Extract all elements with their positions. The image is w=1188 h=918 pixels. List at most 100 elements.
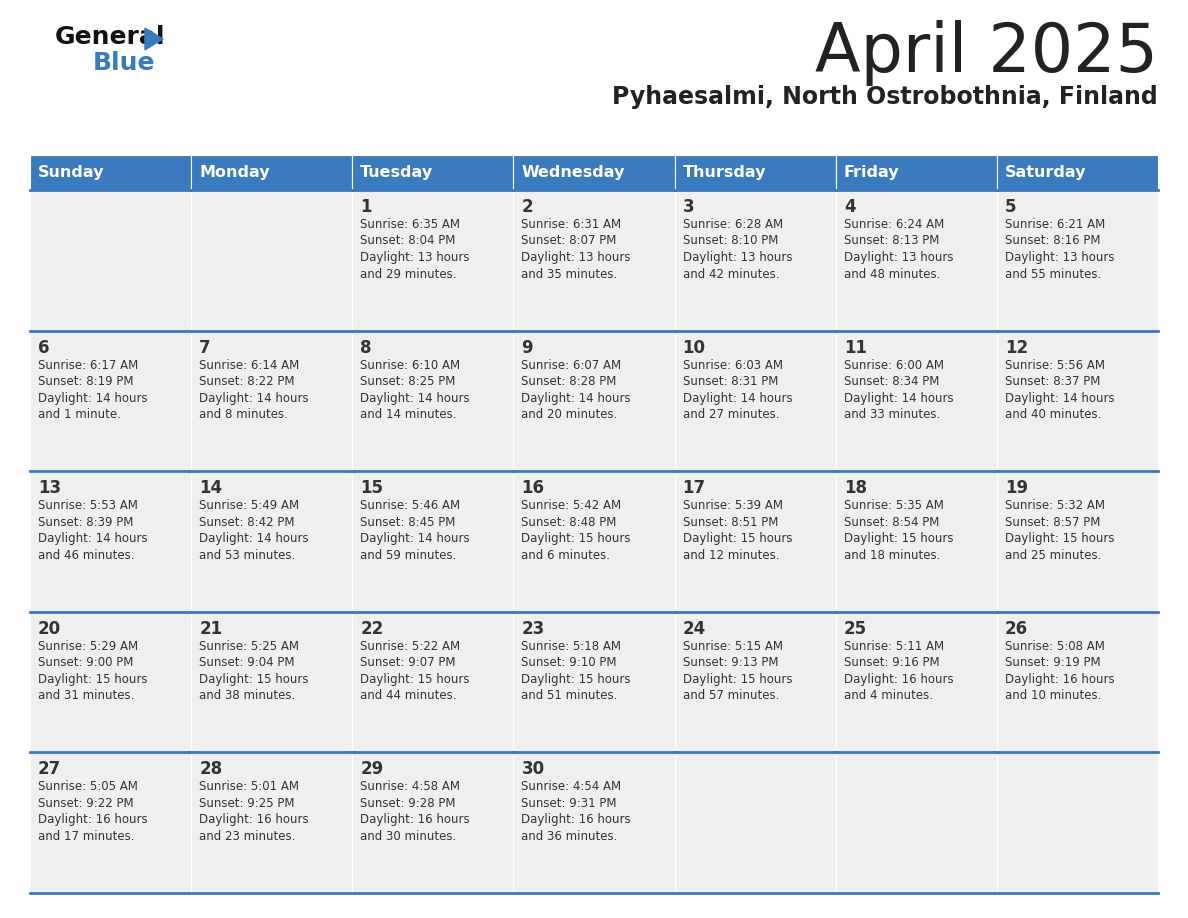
Text: Sunrise: 5:56 AM: Sunrise: 5:56 AM bbox=[1005, 359, 1105, 372]
Text: Sunset: 9:13 PM: Sunset: 9:13 PM bbox=[683, 656, 778, 669]
Text: Daylight: 13 hours: Daylight: 13 hours bbox=[1005, 251, 1114, 264]
Text: 1: 1 bbox=[360, 198, 372, 216]
Text: Sunset: 8:54 PM: Sunset: 8:54 PM bbox=[843, 516, 940, 529]
Text: 16: 16 bbox=[522, 479, 544, 498]
Text: Sunrise: 5:22 AM: Sunrise: 5:22 AM bbox=[360, 640, 461, 653]
Bar bbox=[675, 155, 835, 190]
Text: Sunrise: 5:49 AM: Sunrise: 5:49 AM bbox=[200, 499, 299, 512]
Text: Sunset: 9:07 PM: Sunset: 9:07 PM bbox=[360, 656, 456, 669]
Text: Sunrise: 5:32 AM: Sunrise: 5:32 AM bbox=[1005, 499, 1105, 512]
Text: 27: 27 bbox=[38, 760, 62, 778]
Bar bbox=[513, 611, 675, 753]
Bar bbox=[513, 471, 675, 611]
Text: and 36 minutes.: and 36 minutes. bbox=[522, 830, 618, 843]
Text: Sunrise: 5:18 AM: Sunrise: 5:18 AM bbox=[522, 640, 621, 653]
Text: 9: 9 bbox=[522, 339, 533, 356]
Bar bbox=[835, 330, 997, 471]
Bar bbox=[675, 471, 835, 611]
Text: Sunset: 9:04 PM: Sunset: 9:04 PM bbox=[200, 656, 295, 669]
Text: Daylight: 16 hours: Daylight: 16 hours bbox=[360, 813, 470, 826]
Text: and 30 minutes.: and 30 minutes. bbox=[360, 830, 456, 843]
Bar bbox=[30, 330, 191, 471]
Text: 20: 20 bbox=[38, 620, 62, 638]
Bar bbox=[997, 753, 1158, 893]
Text: Sunset: 8:25 PM: Sunset: 8:25 PM bbox=[360, 375, 456, 388]
Text: Daylight: 14 hours: Daylight: 14 hours bbox=[38, 532, 147, 545]
Text: Sunrise: 5:29 AM: Sunrise: 5:29 AM bbox=[38, 640, 138, 653]
Text: Sunrise: 6:31 AM: Sunrise: 6:31 AM bbox=[522, 218, 621, 231]
Text: Sunrise: 4:58 AM: Sunrise: 4:58 AM bbox=[360, 780, 460, 793]
Text: 29: 29 bbox=[360, 760, 384, 778]
Text: Daylight: 13 hours: Daylight: 13 hours bbox=[843, 251, 953, 264]
Text: Daylight: 15 hours: Daylight: 15 hours bbox=[522, 532, 631, 545]
Text: Daylight: 15 hours: Daylight: 15 hours bbox=[683, 532, 792, 545]
Text: and 53 minutes.: and 53 minutes. bbox=[200, 549, 296, 562]
Text: and 38 minutes.: and 38 minutes. bbox=[200, 689, 296, 702]
Text: Sunset: 9:19 PM: Sunset: 9:19 PM bbox=[1005, 656, 1100, 669]
Bar bbox=[835, 611, 997, 753]
Text: Daylight: 15 hours: Daylight: 15 hours bbox=[360, 673, 469, 686]
Text: Sunrise: 5:05 AM: Sunrise: 5:05 AM bbox=[38, 780, 138, 793]
Bar bbox=[675, 330, 835, 471]
Text: 30: 30 bbox=[522, 760, 544, 778]
Text: Tuesday: Tuesday bbox=[360, 165, 434, 180]
Text: Sunrise: 6:21 AM: Sunrise: 6:21 AM bbox=[1005, 218, 1105, 231]
Text: Sunrise: 5:46 AM: Sunrise: 5:46 AM bbox=[360, 499, 461, 512]
Text: and 17 minutes.: and 17 minutes. bbox=[38, 830, 134, 843]
Text: 19: 19 bbox=[1005, 479, 1028, 498]
Text: and 55 minutes.: and 55 minutes. bbox=[1005, 267, 1101, 281]
Bar bbox=[513, 330, 675, 471]
Bar bbox=[675, 611, 835, 753]
Text: 22: 22 bbox=[360, 620, 384, 638]
Text: Daylight: 13 hours: Daylight: 13 hours bbox=[683, 251, 792, 264]
Bar bbox=[353, 190, 513, 330]
Bar bbox=[835, 155, 997, 190]
Text: 23: 23 bbox=[522, 620, 545, 638]
Text: Daylight: 13 hours: Daylight: 13 hours bbox=[522, 251, 631, 264]
Text: Daylight: 14 hours: Daylight: 14 hours bbox=[843, 392, 954, 405]
Text: Sunset: 8:28 PM: Sunset: 8:28 PM bbox=[522, 375, 617, 388]
Text: and 51 minutes.: and 51 minutes. bbox=[522, 689, 618, 702]
Text: Sunrise: 6:17 AM: Sunrise: 6:17 AM bbox=[38, 359, 138, 372]
Text: Sunrise: 5:08 AM: Sunrise: 5:08 AM bbox=[1005, 640, 1105, 653]
Text: Daylight: 14 hours: Daylight: 14 hours bbox=[38, 392, 147, 405]
Bar bbox=[353, 155, 513, 190]
Bar bbox=[997, 190, 1158, 330]
Text: Pyhaesalmi, North Ostrobothnia, Finland: Pyhaesalmi, North Ostrobothnia, Finland bbox=[612, 85, 1158, 109]
Text: Daylight: 13 hours: Daylight: 13 hours bbox=[360, 251, 469, 264]
Text: and 1 minute.: and 1 minute. bbox=[38, 409, 121, 421]
Text: Friday: Friday bbox=[843, 165, 899, 180]
Text: Sunset: 8:07 PM: Sunset: 8:07 PM bbox=[522, 234, 617, 248]
Text: Sunrise: 6:10 AM: Sunrise: 6:10 AM bbox=[360, 359, 461, 372]
Text: Daylight: 14 hours: Daylight: 14 hours bbox=[1005, 392, 1114, 405]
Text: Sunset: 8:13 PM: Sunset: 8:13 PM bbox=[843, 234, 940, 248]
Bar bbox=[353, 611, 513, 753]
Text: and 27 minutes.: and 27 minutes. bbox=[683, 409, 779, 421]
Text: 10: 10 bbox=[683, 339, 706, 356]
Text: Sunset: 8:45 PM: Sunset: 8:45 PM bbox=[360, 516, 456, 529]
Text: Sunset: 9:10 PM: Sunset: 9:10 PM bbox=[522, 656, 617, 669]
Text: Daylight: 15 hours: Daylight: 15 hours bbox=[1005, 532, 1114, 545]
Text: 13: 13 bbox=[38, 479, 62, 498]
Bar bbox=[353, 330, 513, 471]
Text: and 20 minutes.: and 20 minutes. bbox=[522, 409, 618, 421]
Text: and 40 minutes.: and 40 minutes. bbox=[1005, 409, 1101, 421]
Text: Sunset: 9:31 PM: Sunset: 9:31 PM bbox=[522, 797, 617, 810]
Text: Daylight: 16 hours: Daylight: 16 hours bbox=[843, 673, 954, 686]
Bar bbox=[191, 471, 353, 611]
Bar bbox=[997, 471, 1158, 611]
Text: 28: 28 bbox=[200, 760, 222, 778]
Bar bbox=[835, 753, 997, 893]
Bar bbox=[513, 190, 675, 330]
Text: Sunrise: 5:11 AM: Sunrise: 5:11 AM bbox=[843, 640, 944, 653]
Text: and 8 minutes.: and 8 minutes. bbox=[200, 409, 287, 421]
Text: and 48 minutes.: and 48 minutes. bbox=[843, 267, 940, 281]
Text: and 12 minutes.: and 12 minutes. bbox=[683, 549, 779, 562]
Text: Daylight: 14 hours: Daylight: 14 hours bbox=[683, 392, 792, 405]
Bar bbox=[30, 190, 191, 330]
Text: 3: 3 bbox=[683, 198, 694, 216]
Text: Daylight: 14 hours: Daylight: 14 hours bbox=[522, 392, 631, 405]
Bar bbox=[675, 753, 835, 893]
Text: 6: 6 bbox=[38, 339, 50, 356]
Text: Sunset: 8:57 PM: Sunset: 8:57 PM bbox=[1005, 516, 1100, 529]
